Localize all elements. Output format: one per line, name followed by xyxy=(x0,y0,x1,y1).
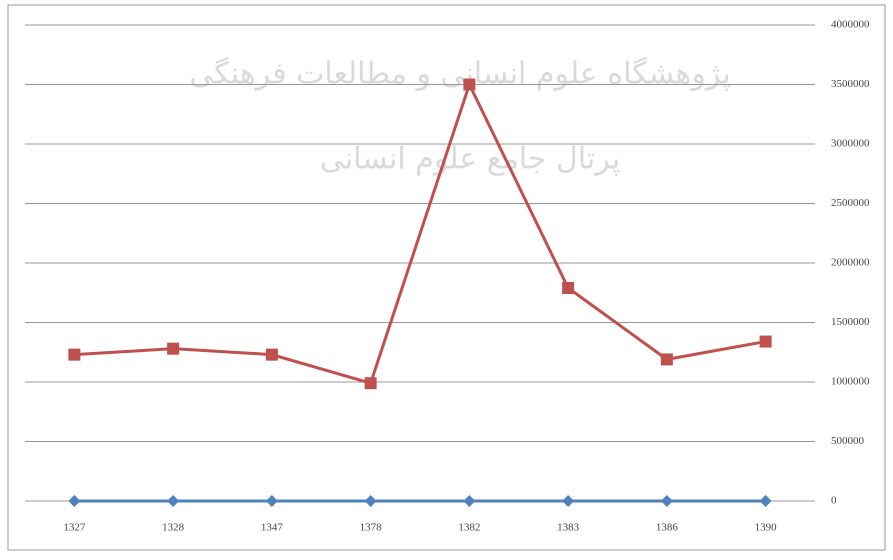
y-tick-label: 2500000 xyxy=(831,197,870,209)
x-tick-label: 1386 xyxy=(656,522,679,534)
marker xyxy=(759,495,772,507)
marker xyxy=(660,495,673,507)
y-tick-label: 3500000 xyxy=(831,78,870,90)
marker xyxy=(167,495,180,507)
marker xyxy=(463,495,476,507)
x-tick-label: 1390 xyxy=(755,522,778,534)
marker xyxy=(463,78,476,91)
y-tick-label: 2000000 xyxy=(831,257,870,269)
y-tick-label: 4000000 xyxy=(831,19,870,31)
marker xyxy=(265,495,278,507)
y-tick-label: 1000000 xyxy=(831,376,870,388)
marker xyxy=(660,353,673,366)
y-tick-label: 500000 xyxy=(831,435,865,447)
x-tick-label: 1327 xyxy=(63,522,86,534)
marker xyxy=(562,495,575,507)
x-tick-label: 1328 xyxy=(162,522,185,534)
x-tick-label: 1383 xyxy=(557,522,580,534)
marker xyxy=(68,495,81,507)
marker xyxy=(167,342,180,355)
marker xyxy=(265,348,278,361)
x-tick-label: 1347 xyxy=(261,522,284,534)
series-line xyxy=(74,80,766,386)
chart-frame xyxy=(7,4,886,551)
x-tick-label: 1378 xyxy=(360,522,383,534)
marker xyxy=(68,348,81,361)
marker xyxy=(364,495,377,507)
watermark: پژوهشگاه علوم انسانی و مطالعات فرهنگی xyxy=(189,57,731,92)
marker xyxy=(759,335,772,348)
y-tick-label: 0 xyxy=(831,495,837,507)
x-tick-label: 1382 xyxy=(458,522,480,534)
watermark: پرتال جامع علوم انسانی xyxy=(320,142,620,177)
y-tick-label: 3000000 xyxy=(831,138,870,150)
marker xyxy=(364,377,377,390)
y-tick-label: 1500000 xyxy=(831,316,870,328)
marker xyxy=(562,281,575,294)
